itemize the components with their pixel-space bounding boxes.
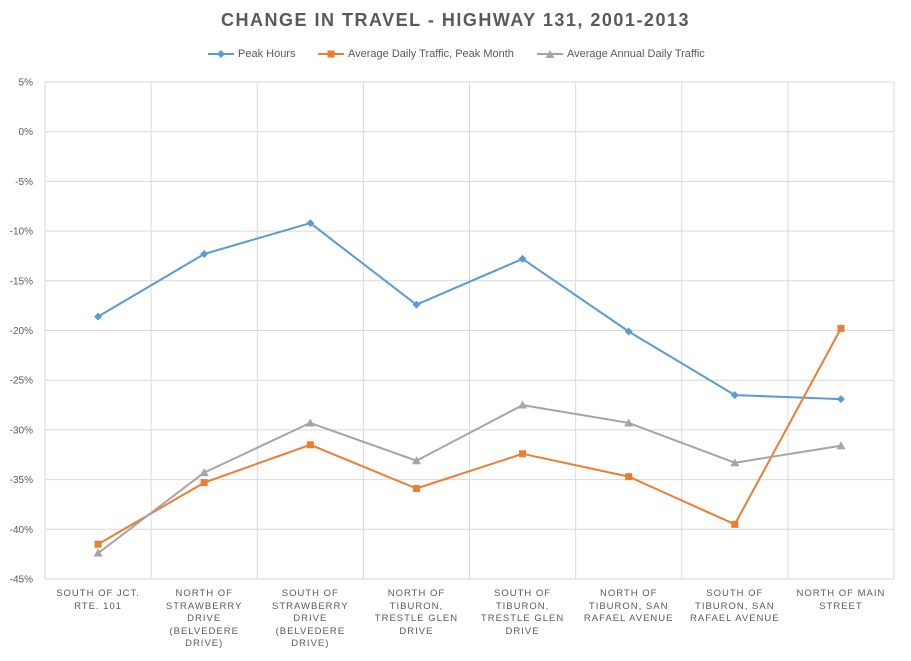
x-tick-label-line: DRIVE <box>399 625 434 637</box>
chart-title: CHANGE IN TRAVEL - HIGHWAY 131, 2001-201… <box>221 10 690 30</box>
x-tick-label-line: TIBURON, SAN <box>695 600 775 612</box>
y-tick-label: -30% <box>10 425 33 436</box>
x-tick-label-line: (BELVEDERE <box>275 625 346 637</box>
x-tick-label-line: (BELVEDERE <box>169 625 239 637</box>
x-tick-label-line: RTE. 101 <box>74 600 123 612</box>
x-tick-label: SOUTH OF TIBURON, SAN RAFAEL AVENUE <box>683 588 787 626</box>
x-tick-label-line: TIBURON, <box>389 600 444 612</box>
y-tick-label: -40% <box>10 525 33 536</box>
x-tick-label-line: STREET <box>819 600 863 612</box>
x-tick-label-line: SOUTH OF <box>281 588 339 599</box>
y-tick-label: -35% <box>10 475 33 486</box>
x-tick-label-line: RAFAEL AVENUE <box>583 613 674 624</box>
data-point <box>200 249 209 258</box>
data-point <box>518 400 528 409</box>
x-tick-label: SOUTH OF STRAWBERRY DRIVE (BELVEDERE DRIVE) <box>258 588 362 651</box>
data-point <box>519 450 527 458</box>
x-tick-label: NORTH OF TIBURON, SAN RAFAEL AVENUE <box>577 588 681 626</box>
x-tick-label: NORTH OF TIBURON, TRESTLE GLEN DRIVE <box>364 588 468 638</box>
x-tick-label-line: DRIVE) <box>291 638 330 649</box>
y-tick-label: -10% <box>10 227 33 238</box>
y-tick-label: 0% <box>19 127 34 138</box>
x-tick-label-line: SOUTH OF <box>706 588 764 599</box>
data-point <box>412 300 421 309</box>
legend-label-peak-hours: Peak Hours <box>238 48 296 60</box>
data-point <box>624 327 633 336</box>
series-line-1 <box>97 328 842 546</box>
series-line-2 <box>97 404 842 554</box>
data-point <box>94 540 102 548</box>
legend-item-adt-peak-month: Average Daily Traffic, Peak Month <box>318 48 514 60</box>
x-tick-label: SOUTH OF JCT. RTE. 101 <box>46 588 150 613</box>
x-tick-label-line: SOUTH OF JCT. <box>56 588 140 599</box>
x-tick-label: NORTH OF MAIN STREET <box>789 588 893 613</box>
y-tick-label: -20% <box>10 326 33 337</box>
y-tick-label: 5% <box>19 78 34 89</box>
data-point <box>411 456 421 465</box>
x-tick-label-line: TIBURON, SAN <box>588 600 669 612</box>
legend-item-peak-hours: Peak Hours <box>208 48 295 60</box>
x-tick-label-line: NORTH OF <box>387 588 446 599</box>
data-point <box>199 468 209 477</box>
x-tick-label-line: TRESTLE GLEN <box>480 613 565 624</box>
legend: Peak Hours Average Daily Traffic, Peak M… <box>0 48 911 64</box>
y-tick-label: -25% <box>10 376 33 387</box>
legend-label-aadt: Average Annual Daily Traffic <box>567 48 705 60</box>
data-point <box>518 254 527 263</box>
x-tick-label-line: RAFAEL AVENUE <box>690 613 780 624</box>
x-tick-label-line: STRAWBERRY <box>165 600 243 612</box>
x-tick-label: SOUTH OF TIBURON, TRESTLE GLEN DRIVE <box>471 588 575 638</box>
data-point <box>200 479 208 487</box>
data-point <box>624 418 634 427</box>
legend-item-aadt: Average Annual Daily Traffic <box>537 48 705 60</box>
y-tick-label: -5% <box>15 177 33 188</box>
data-point <box>836 395 845 404</box>
legend-marker-square-icon <box>318 50 344 58</box>
data-point <box>731 520 739 528</box>
data-point <box>94 312 103 321</box>
x-tick-label-line: DRIVE <box>505 625 540 637</box>
x-tick-label-line: SOUTH OF <box>494 588 552 599</box>
x-tick-label-line: NORTH OF <box>175 588 233 599</box>
data-point <box>305 418 315 427</box>
x-tick-label-line: TRESTLE GLEN <box>374 613 459 624</box>
data-point <box>730 391 739 400</box>
legend-label-adt-peak-month: Average Daily Traffic, Peak Month <box>348 48 514 60</box>
x-tick-label-line: DRIVE) <box>185 638 224 649</box>
x-tick-label-line: DRIVE <box>293 613 328 624</box>
x-tick-label-line: STRAWBERRY <box>272 600 349 612</box>
data-point <box>730 458 740 467</box>
data-point <box>306 219 315 228</box>
y-tick-label: -45% <box>10 575 33 586</box>
data-point <box>306 441 314 449</box>
x-tick-label-line: DRIVE <box>187 613 222 624</box>
data-point <box>836 441 846 450</box>
series-line-0 <box>97 222 841 401</box>
data-point <box>412 485 420 493</box>
data-point <box>837 325 845 333</box>
x-tick-label: NORTH OF STRAWBERRY DRIVE (BELVEDERE DRIVE) <box>152 588 256 651</box>
x-tick-label-line: TIBURON, <box>495 600 550 612</box>
legend-marker-diamond-icon <box>208 50 234 58</box>
x-tick-label-line: NORTH OF <box>599 588 658 599</box>
y-tick-label: -15% <box>10 276 33 287</box>
data-point <box>93 548 103 557</box>
data-point <box>625 473 633 481</box>
legend-marker-triangle-icon <box>537 50 563 58</box>
x-tick-label-line: NORTH OF MAIN <box>796 588 886 599</box>
